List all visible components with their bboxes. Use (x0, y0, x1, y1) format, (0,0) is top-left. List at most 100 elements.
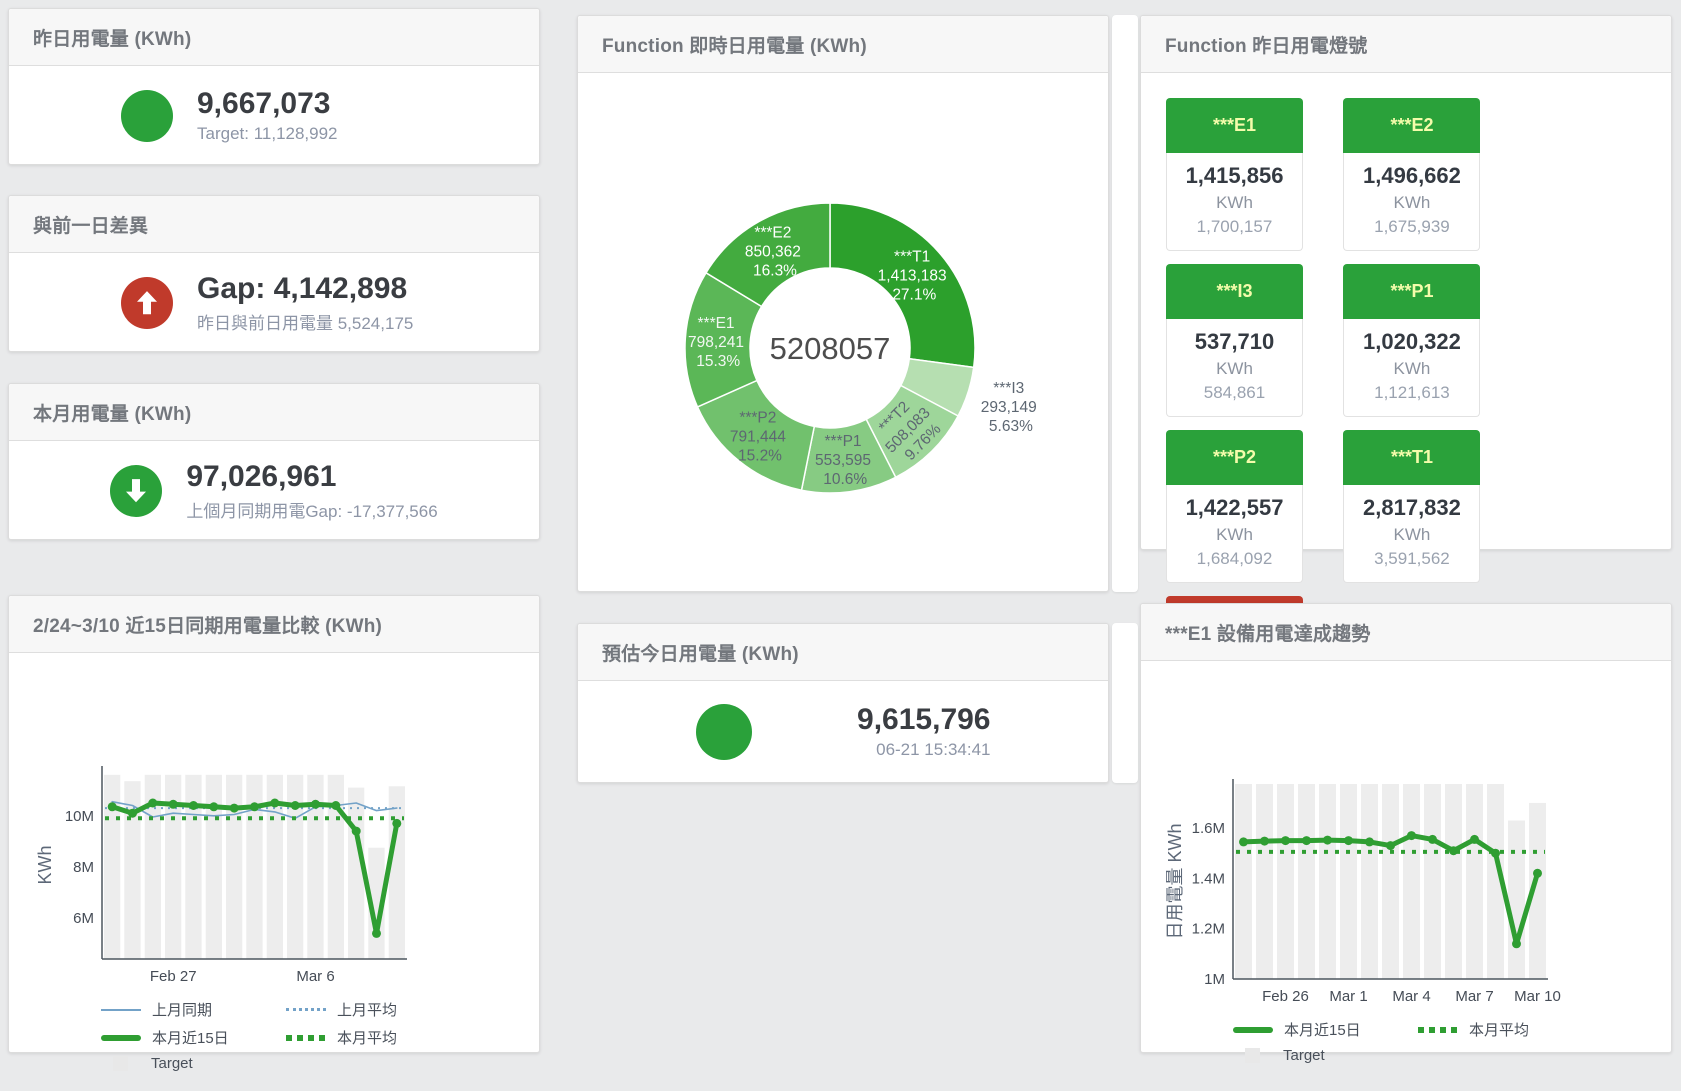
light-tile-body: 1,496,662 KWh 1,675,939 (1343, 153, 1481, 251)
series-point[interactable] (331, 801, 341, 810)
legend-item[interactable]: Target (101, 1055, 286, 1072)
light-tile-header: ***T1 (1343, 430, 1481, 485)
panel-title: Function 昨日用電燈號 (1165, 35, 1368, 57)
light-tile-value: 537,710 (1194, 329, 1275, 354)
legend-swatch-thickdots (1418, 1026, 1458, 1033)
panel-15day-comparison: 2/24~3/10 近15日同期用電量比較 (KWh) 6M 8M 10M Feb 2… (8, 595, 540, 1072)
e1-trend-chart: 1M 1.2M 1.4M 1.6M Feb 26 Mar 1 Mar 4 Mar 7 Mar 1… (1165, 779, 1561, 1005)
light-tile-value: 1,415,856 (1185, 163, 1284, 188)
light-tile-target: 584,861 (1203, 383, 1266, 402)
panel-header-e1-trend[interactable]: ***E1 設備用電達成趨勢 (1141, 604, 1671, 661)
series-point[interactable] (270, 798, 280, 808)
series-point[interactable] (209, 802, 219, 812)
y-axis-title: KWh (35, 845, 55, 884)
status-circle-green (121, 89, 173, 142)
light-tile: ***P1 1,020,322 KWh 1,121,613 (1343, 264, 1481, 417)
y-tick-label: 1.2M (1192, 921, 1225, 938)
legend-swatch-thickline (1233, 1026, 1273, 1033)
stat-value: 97,026,961 (186, 459, 337, 493)
series-point[interactable] (1323, 835, 1332, 845)
series-point[interactable] (392, 818, 402, 828)
legend-label: 本月平均 (337, 1030, 398, 1047)
series-point[interactable] (189, 801, 198, 810)
panel-estimate-today: 預估今日用電量 (KWh) 9,615,796 06-21 15:34:41 (577, 623, 1109, 783)
series-point[interactable] (250, 802, 259, 812)
panel-header-yesterday-usage[interactable]: 昨日用電量 (KWh) (9, 9, 539, 66)
x-tick-label: Mar 4 (1392, 988, 1430, 1005)
light-tile-header: ***I3 (1166, 264, 1303, 319)
series-point[interactable] (229, 803, 239, 813)
y-tick-label: 8M (73, 859, 94, 876)
legend-item[interactable]: 本月平均 (1418, 1019, 1618, 1040)
legend-label: 本月近15日 (152, 1030, 229, 1047)
y-axis-title: 日用電量 KWh (1165, 823, 1185, 939)
light-tile-unit: KWh (1216, 193, 1253, 212)
series-point[interactable] (311, 799, 320, 809)
light-tile-body: 537,710 KWh 584,861 (1166, 319, 1303, 417)
series-point[interactable] (351, 826, 361, 836)
collapsed-panel-strip-top (1112, 15, 1138, 592)
legend-swatch-line (101, 1008, 141, 1011)
series-point[interactable] (1533, 868, 1542, 878)
light-tile-target: 1,684,092 (1196, 549, 1273, 568)
stat-value: Gap: 4,142,898 (197, 271, 408, 305)
series-point[interactable] (1470, 834, 1479, 844)
series-point[interactable] (128, 808, 137, 818)
legend-item[interactable]: Target (1233, 1047, 1418, 1064)
x-tick-label: Mar 10 (1514, 988, 1561, 1005)
series-point[interactable] (290, 801, 300, 810)
legend-swatch-square (113, 1056, 128, 1071)
light-tile: ***T1 2,817,832 KWh 3,591,562 (1343, 430, 1481, 583)
light-tile-body: 2,817,832 KWh 3,591,562 (1343, 485, 1481, 583)
panel-realtime-usage-pie: Function 即時日用電量 (KWh) ***T1 1,413,183 27… (577, 15, 1109, 592)
legend-label: 本月平均 (1469, 1022, 1530, 1039)
series-point[interactable] (107, 802, 117, 812)
panel-header-month-usage[interactable]: 本月用電量 (KWh) (9, 384, 539, 441)
donut-slice[interactable] (829, 202, 976, 369)
x-tick-label: Feb 27 (150, 968, 197, 985)
panel-header-day-gap[interactable]: 與前一日差異 (9, 196, 539, 253)
donut-slice-label: ***P1 553,595 10.6% (815, 433, 875, 488)
series-point[interactable] (1365, 837, 1374, 847)
series-point[interactable] (1428, 834, 1437, 844)
legend-item[interactable]: 本月近15日 (1233, 1019, 1418, 1040)
legend-label: 本月近15日 (1284, 1022, 1361, 1039)
series-point[interactable] (1491, 848, 1500, 858)
legend-item[interactable]: 上月平均 (286, 999, 486, 1020)
stat-subtitle: Target: 11,128,992 (197, 124, 338, 143)
x-tick-label: Mar 6 (296, 968, 334, 985)
e1-trend-chart-legend: 本月近15日 本月平均 Target (1233, 1019, 1671, 1064)
status-circle-red (121, 276, 173, 329)
legend-item[interactable]: 本月近15日 (101, 1027, 286, 1048)
light-tile-value: 1,422,557 (1185, 495, 1284, 520)
series-point[interactable] (372, 928, 381, 938)
light-tile-target: 1,121,613 (1374, 383, 1450, 402)
panel-title: Function 即時日用電量 (KWh) (602, 35, 867, 57)
series-point[interactable] (168, 799, 178, 809)
series-point[interactable] (148, 798, 158, 808)
y-tick-label: 1M (1204, 971, 1225, 988)
series-point[interactable] (1512, 939, 1521, 949)
y-tick-label: 1.6M (1192, 820, 1225, 837)
stat-value: 9,667,073 (197, 87, 331, 120)
series-point[interactable] (1281, 836, 1290, 846)
panel-header-usage-lights[interactable]: Function 昨日用電燈號 (1141, 16, 1671, 73)
legend-item[interactable]: 本月平均 (286, 1027, 486, 1048)
panel-e1-trend: ***E1 設備用電達成趨勢 1M 1.2M 1.4M 1.6M Feb 26 Mar 1… (1140, 603, 1672, 1064)
series-point[interactable] (1260, 836, 1269, 846)
series-point[interactable] (1302, 836, 1311, 846)
series-point[interactable] (1386, 841, 1395, 851)
target-bars (1235, 784, 1546, 979)
stat-value: 9,615,796 (857, 703, 991, 736)
legend-item[interactable]: 上月同期 (101, 999, 286, 1020)
series-point[interactable] (1239, 837, 1248, 847)
donut-slice-label: ***P2 791,444 15.2% (730, 409, 790, 464)
donut-slice[interactable] (704, 202, 831, 308)
panel-header-realtime-pie[interactable]: Function 即時日用電量 (KWh) (578, 16, 1108, 73)
panel-header-15day-comparison[interactable]: 2/24~3/10 近15日同期用電量比較 (KWh) (9, 596, 539, 653)
series-point[interactable] (1407, 831, 1416, 841)
series-point[interactable] (1344, 836, 1353, 846)
panel-header-estimate-today[interactable]: 預估今日用電量 (KWh) (578, 624, 1108, 681)
stat-subtitle: 上個月同期用電Gap: -17,377,566 (186, 501, 438, 521)
series-point[interactable] (1449, 846, 1458, 856)
